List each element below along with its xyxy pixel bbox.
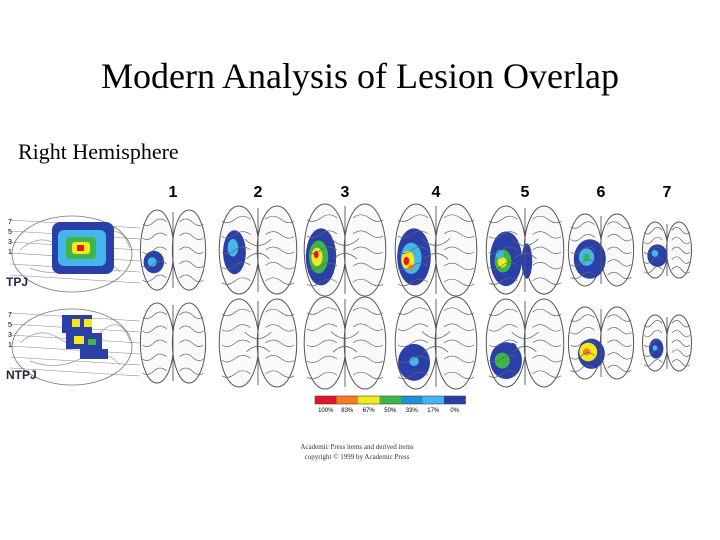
legend-label: 100% (318, 408, 334, 414)
column-number: 1 (169, 184, 178, 201)
level-tick: 7 (8, 219, 12, 226)
lateral-view-tpj: 7 5 3 1 TPJ (6, 215, 141, 293)
axial-slice (303, 203, 387, 297)
axial-slice (218, 298, 298, 388)
axial-slice (303, 296, 387, 390)
axial-slices (139, 203, 692, 390)
legend-swatch (336, 396, 358, 404)
legend-label: 67% (363, 408, 376, 414)
axial-slice (642, 221, 692, 279)
level-tick: 7 (8, 312, 12, 319)
legend-label: 50% (384, 408, 397, 414)
level-tick: 5 (8, 322, 12, 329)
row-label: TPJ (6, 275, 28, 289)
lateral-brain-views: 7 5 3 1 TPJ 7 5 3 1 NTPJ (6, 215, 141, 386)
legend-label: 0% (450, 408, 459, 414)
axial-slice (139, 209, 207, 291)
level-tick: 5 (8, 229, 12, 236)
level-tick: 3 (8, 239, 12, 246)
level-tick: 3 (8, 332, 12, 339)
axial-slice (139, 302, 207, 384)
row-label: NTPJ (6, 368, 37, 382)
axial-slice (485, 298, 565, 388)
column-number: 7 (663, 184, 672, 201)
color-legend: 100% 83% 67% 50% 33% 17% 0% (314, 395, 466, 414)
axial-slice (567, 213, 635, 287)
slide-subtitle: Right Hemisphere (18, 139, 179, 164)
level-tick: 1 (8, 342, 12, 349)
legend-swatch (358, 396, 380, 404)
axial-slice (485, 205, 565, 295)
legend-swatch (444, 396, 466, 404)
column-number: 5 (521, 184, 530, 201)
level-tick: 1 (8, 249, 12, 256)
legend-swatch (401, 396, 423, 404)
legend-label: 17% (427, 408, 440, 414)
copyright-line-1: Academic Press items and derived items (300, 443, 414, 451)
legend-swatch (422, 396, 444, 404)
column-number: 2 (254, 184, 263, 201)
column-number: 6 (597, 184, 606, 201)
column-numbers: 1 2 3 4 5 6 7 (169, 184, 672, 201)
copyright-line-2: copyright © 1999 by Academic Press (304, 453, 410, 461)
copyright-notice: Academic Press items and derived items c… (282, 442, 432, 462)
legend-swatch (315, 396, 337, 404)
axial-slice (394, 296, 478, 390)
legend-label: 33% (406, 408, 419, 414)
slide-title: Modern Analysis of Lesion Overlap (101, 56, 619, 96)
lesion-overlap-figure: 1 2 3 4 5 6 7 7 5 3 1 TPJ 7 5 3 1 NTPJ 100% 83% 67% 50% 33%… (6, 184, 692, 414)
axial-slice (218, 205, 298, 295)
legend-label: 83% (341, 408, 354, 414)
column-number: 4 (432, 184, 441, 201)
lateral-view-ntpj: 7 5 3 1 NTPJ (6, 308, 141, 386)
axial-slice (642, 314, 692, 372)
axial-slice (394, 203, 478, 297)
legend-swatch (379, 396, 401, 404)
column-number: 3 (341, 184, 350, 201)
axial-slice (567, 306, 635, 380)
